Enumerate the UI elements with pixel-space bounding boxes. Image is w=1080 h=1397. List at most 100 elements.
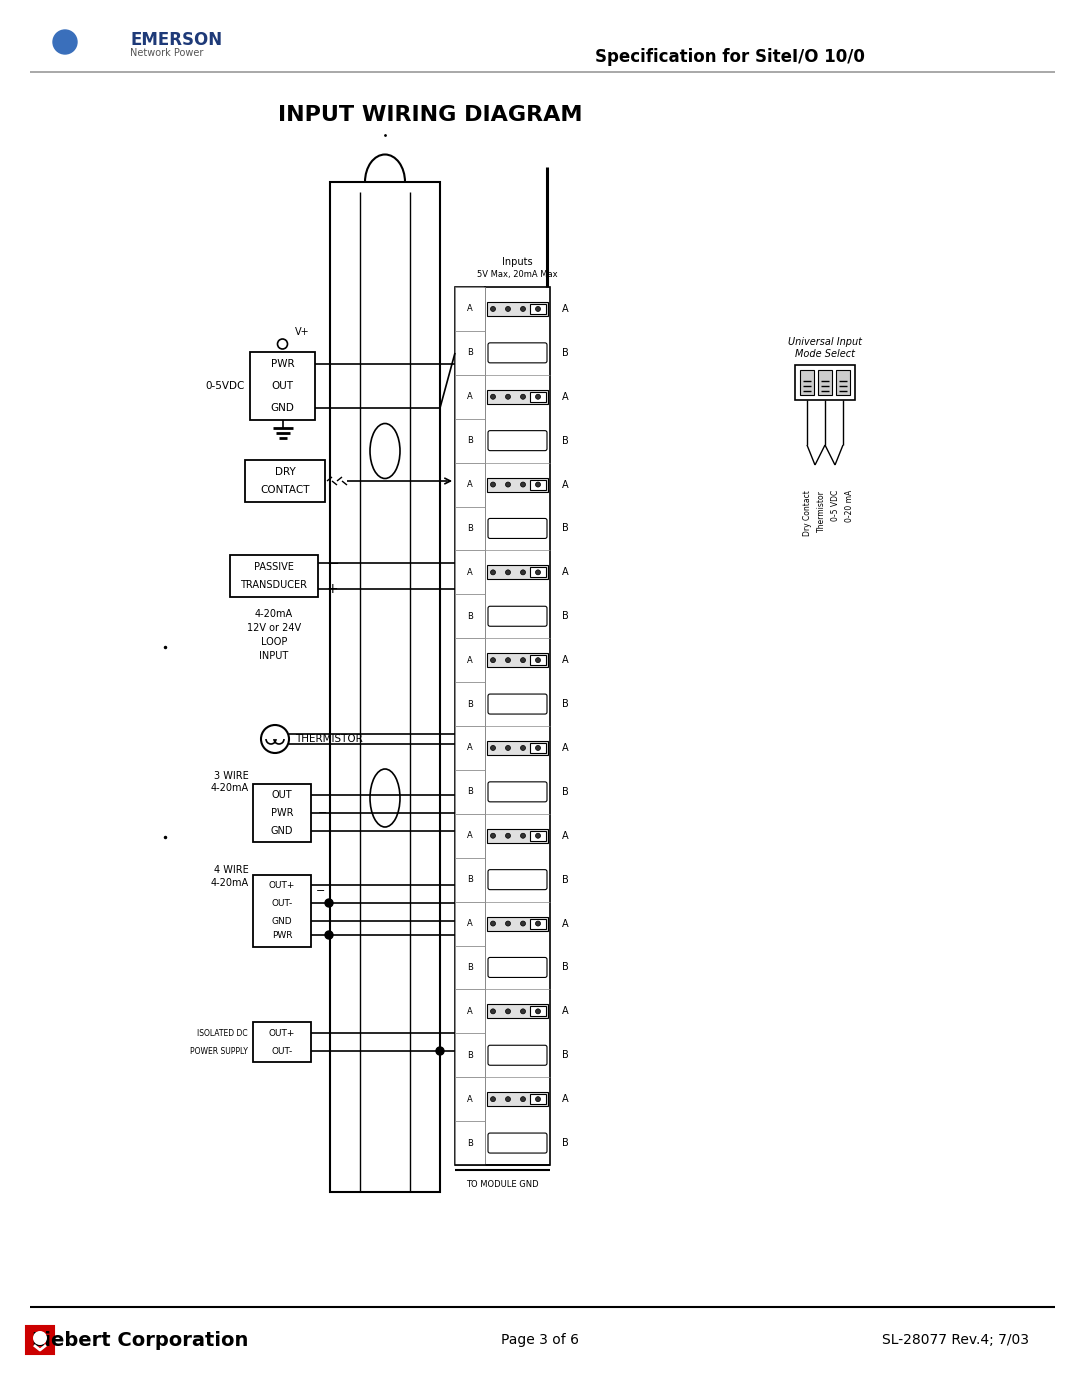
Circle shape: [505, 306, 511, 312]
Circle shape: [33, 1331, 48, 1345]
Text: PWR: PWR: [271, 359, 295, 369]
Bar: [455, 462, 485, 507]
Text: B: B: [562, 963, 569, 972]
Bar: [455, 1077, 485, 1122]
Text: Dry Contact: Dry Contact: [804, 490, 812, 536]
Ellipse shape: [370, 423, 400, 479]
Circle shape: [521, 746, 526, 750]
Bar: [455, 946, 485, 989]
Circle shape: [505, 746, 511, 750]
Text: B: B: [467, 875, 473, 884]
Text: B: B: [467, 788, 473, 796]
FancyBboxPatch shape: [488, 518, 546, 538]
Text: Inputs: Inputs: [502, 257, 532, 267]
Bar: [253, 1023, 311, 1062]
Bar: [530, 1006, 546, 1017]
Text: +: +: [326, 583, 338, 597]
Text: A: A: [562, 743, 569, 753]
FancyBboxPatch shape: [488, 957, 546, 978]
Text: A: A: [562, 1006, 569, 1017]
FancyBboxPatch shape: [488, 1045, 546, 1066]
Circle shape: [505, 921, 511, 926]
Circle shape: [490, 1097, 496, 1102]
Circle shape: [536, 306, 540, 312]
Circle shape: [536, 921, 540, 926]
Text: INPUT: INPUT: [259, 651, 288, 661]
Text: B: B: [562, 524, 569, 534]
Circle shape: [536, 833, 540, 838]
Bar: [530, 479, 546, 489]
Text: 0-20 mA: 0-20 mA: [845, 490, 854, 522]
Circle shape: [53, 29, 77, 54]
Bar: [455, 1034, 485, 1077]
Text: B: B: [562, 875, 569, 884]
Bar: [487, 740, 548, 754]
Bar: [487, 478, 548, 492]
Bar: [455, 1122, 485, 1165]
Text: B: B: [562, 612, 569, 622]
Text: B: B: [467, 612, 473, 620]
Bar: [455, 989, 485, 1034]
FancyBboxPatch shape: [488, 694, 546, 714]
Text: B: B: [467, 1139, 473, 1147]
Text: A: A: [468, 481, 473, 489]
Text: A: A: [468, 1007, 473, 1016]
Text: B: B: [467, 524, 473, 532]
FancyBboxPatch shape: [488, 1133, 546, 1153]
Text: A: A: [468, 743, 473, 753]
Text: TRANSDUCER: TRANSDUCER: [241, 580, 308, 590]
Circle shape: [521, 306, 526, 312]
Bar: [487, 390, 548, 404]
Text: 12V or 24V: 12V or 24V: [247, 623, 301, 633]
Circle shape: [490, 658, 496, 662]
Circle shape: [325, 900, 333, 907]
Bar: [253, 875, 311, 947]
Bar: [800, 370, 814, 395]
Circle shape: [490, 306, 496, 312]
Bar: [455, 858, 485, 901]
Text: A: A: [468, 919, 473, 928]
Text: B: B: [562, 787, 569, 796]
Bar: [455, 638, 485, 682]
Bar: [530, 1094, 546, 1104]
Text: Page 3 of 6: Page 3 of 6: [501, 1333, 579, 1347]
Circle shape: [505, 1097, 511, 1102]
Circle shape: [521, 394, 526, 400]
FancyBboxPatch shape: [488, 342, 546, 363]
Circle shape: [261, 725, 289, 753]
Text: PWR: PWR: [271, 807, 294, 819]
Circle shape: [490, 482, 496, 488]
Circle shape: [536, 746, 540, 750]
Text: OUT+: OUT+: [269, 880, 295, 890]
Text: 5V Max, 20mA Max: 5V Max, 20mA Max: [477, 270, 557, 278]
Text: PWR: PWR: [272, 930, 293, 940]
Circle shape: [536, 658, 540, 662]
Circle shape: [505, 833, 511, 838]
Bar: [487, 828, 548, 842]
Text: OUT-: OUT-: [271, 1046, 293, 1056]
Text: 4-20mA: 4-20mA: [211, 782, 249, 793]
Bar: [253, 784, 311, 842]
Text: A: A: [562, 567, 569, 577]
Text: B: B: [562, 698, 569, 710]
Bar: [455, 286, 485, 331]
Circle shape: [521, 1097, 526, 1102]
Text: B: B: [562, 1139, 569, 1148]
Text: DRY: DRY: [274, 467, 295, 476]
Text: Specification for SiteI/O 10/0: Specification for SiteI/O 10/0: [595, 47, 865, 66]
Text: −: −: [319, 807, 327, 819]
Circle shape: [490, 1009, 496, 1014]
Text: A: A: [468, 831, 473, 840]
Bar: [487, 566, 548, 580]
Bar: [836, 370, 850, 395]
Bar: [245, 460, 325, 502]
FancyBboxPatch shape: [488, 782, 546, 802]
Text: OUT: OUT: [271, 381, 294, 391]
Text: A: A: [468, 567, 473, 577]
Text: 0-5VDC: 0-5VDC: [205, 381, 245, 391]
Text: B: B: [562, 348, 569, 358]
Text: B: B: [467, 1051, 473, 1060]
Bar: [487, 916, 548, 930]
Bar: [530, 391, 546, 402]
Bar: [455, 770, 485, 814]
